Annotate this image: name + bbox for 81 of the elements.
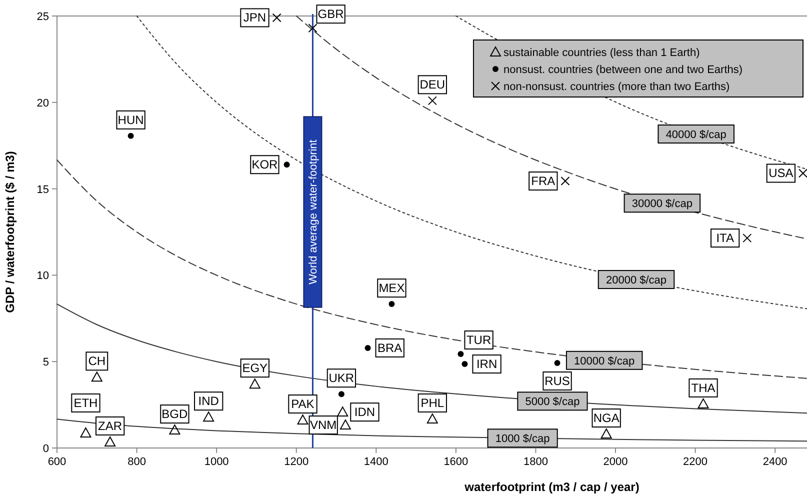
ref-line-label: World average water-footprint (308, 140, 320, 284)
data-label: TUR (466, 332, 492, 347)
point (284, 162, 290, 168)
point (272, 13, 282, 22)
point (428, 96, 437, 106)
x-tick-label: 2200 (683, 456, 708, 468)
data-label: DEU (420, 78, 446, 92)
point (462, 361, 468, 368)
point (308, 24, 318, 33)
x-tick-label: 1600 (444, 456, 468, 468)
y-tick-label: 5 (42, 356, 49, 369)
legend-label: sustainable countries (less than 1 Earth) (503, 47, 700, 59)
data-label: JPN (243, 10, 266, 25)
point (560, 176, 570, 186)
data-label: VNM (310, 418, 337, 432)
point (340, 420, 351, 430)
data-label: FRA (531, 174, 556, 188)
data-label: GBR (318, 7, 344, 22)
data-label: BGD (162, 407, 188, 422)
y-tick-label: 15 (36, 184, 49, 196)
point (203, 412, 214, 422)
data-label: IRN (476, 357, 498, 372)
point (388, 301, 395, 308)
point (297, 414, 308, 425)
y-tick-label: 10 (36, 270, 49, 282)
point (80, 427, 92, 438)
annotation: 5000 $/cap (525, 396, 580, 408)
data-label: IND (198, 394, 220, 408)
x-tick-label: 2400 (762, 456, 788, 468)
point (798, 168, 807, 178)
point (742, 234, 752, 243)
point (338, 391, 344, 398)
x-axis-title: waterfootprint (m3 / cap / year) (464, 480, 640, 494)
point (249, 378, 260, 389)
y-tick-label: 25 (36, 11, 49, 23)
data-label: IDN (354, 405, 376, 420)
point (426, 413, 438, 424)
data-label: EGY (242, 361, 268, 376)
legend-label: non-nonsust. countries (more than two Earths) (503, 81, 730, 93)
point (458, 350, 464, 357)
label-box: World average water-footprint (303, 116, 322, 308)
data-label: MEX (378, 281, 405, 296)
point (698, 398, 709, 408)
point (128, 132, 134, 139)
y-axis-title: GDP / waterfootprint ($ / m3) (3, 151, 17, 313)
data-label: RUS (544, 374, 570, 388)
x-tick-label: 800 (128, 456, 146, 468)
data-label: USA (768, 166, 794, 180)
point (337, 406, 348, 417)
data-label: ITA (716, 231, 734, 246)
annotation: 40000 $/cap (666, 129, 726, 142)
data-label: PAK (291, 397, 314, 412)
x-tick-label: 1000 (204, 456, 229, 468)
data-label: CH (88, 354, 106, 368)
legend-label: nonsust. countries (between one and two Earths) (503, 64, 743, 76)
x-tick-label: 600 (48, 456, 66, 468)
data-label: PHL (420, 396, 444, 410)
y-tick-label: 20 (36, 97, 49, 110)
point (169, 424, 180, 435)
x-tick-label: 1400 (364, 456, 388, 468)
data-label: KOR (252, 158, 278, 172)
point (364, 344, 371, 351)
annotation: 1000 $/cap (495, 433, 550, 446)
data-label: UKR (328, 371, 354, 386)
annotation: 10000 $/cap (574, 355, 635, 368)
annotation: 30000 $/cap (632, 198, 692, 210)
data-label: HUN (118, 112, 144, 127)
y-tick-label: 0 (42, 443, 49, 455)
data-label: BRA (378, 340, 402, 355)
point (600, 428, 612, 439)
data-label: THA (691, 380, 716, 395)
x-tick-label: 1800 (523, 456, 548, 468)
data-label: ETH (74, 396, 98, 410)
annotation: 20000 $/cap (606, 274, 667, 287)
point (91, 372, 102, 382)
data-label: NGA (593, 411, 620, 426)
data-label: ZAR (98, 418, 122, 433)
point (104, 436, 116, 446)
x-tick-label: 2000 (603, 456, 628, 468)
point (554, 360, 560, 366)
x-tick-label: 1200 (284, 456, 309, 468)
